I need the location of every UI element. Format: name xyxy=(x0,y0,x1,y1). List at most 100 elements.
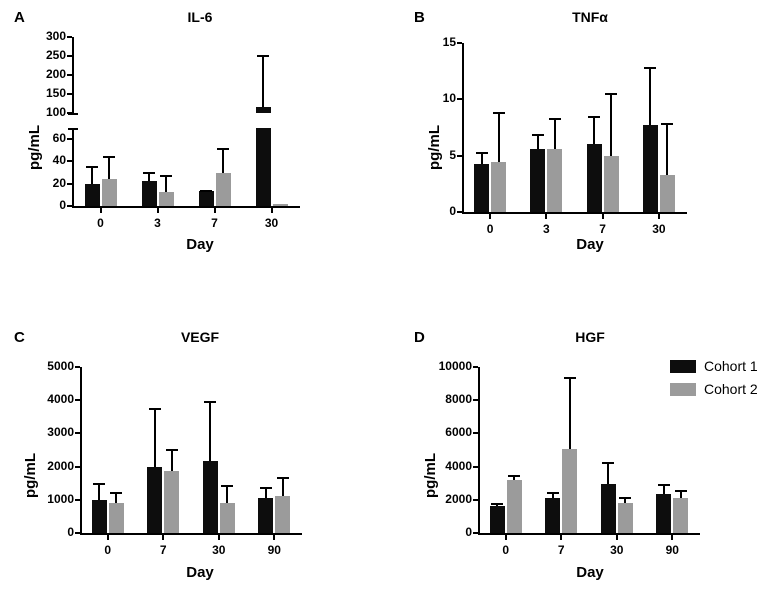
x-tick xyxy=(657,214,660,219)
panel-tnfa: B TNFα pg/mL Day 0 5 10 15 0 3 7 30 xyxy=(400,0,769,300)
bar[interactable] xyxy=(506,480,522,533)
bar[interactable] xyxy=(258,498,274,533)
x-tick-label: 3 xyxy=(543,222,550,236)
bar[interactable] xyxy=(642,125,658,212)
y-tick xyxy=(473,498,478,501)
bar[interactable] xyxy=(219,503,235,533)
error-bar-cap xyxy=(93,483,106,486)
x-tick xyxy=(615,535,618,540)
panel-d-x-axis xyxy=(478,533,700,535)
bar[interactable] xyxy=(272,203,288,206)
x-tick xyxy=(217,535,220,540)
error-bar-line xyxy=(593,116,596,145)
panel-a-y-axis-upper xyxy=(72,37,74,113)
x-tick-label: 3 xyxy=(154,216,161,230)
bar[interactable] xyxy=(617,503,633,533)
y-tick xyxy=(75,532,80,534)
x-tick xyxy=(162,535,165,540)
y-tick xyxy=(75,465,80,468)
x-tick xyxy=(504,535,507,540)
bar[interactable] xyxy=(600,484,616,533)
y-axis-break-cap-upper xyxy=(68,113,78,115)
error-bar-cap xyxy=(165,449,178,451)
x-tick xyxy=(671,535,674,540)
bar[interactable] xyxy=(215,172,231,206)
y-tick xyxy=(457,154,462,157)
bar[interactable] xyxy=(158,191,174,206)
error-bar-line xyxy=(209,401,212,461)
y-tick-label: 60 xyxy=(52,131,66,146)
bar[interactable] xyxy=(255,106,271,113)
error-bar-line xyxy=(108,155,110,179)
bar[interactable] xyxy=(673,498,689,533)
error-bar-cap xyxy=(148,407,161,410)
y-tick-label: 15 xyxy=(442,35,456,49)
x-tick xyxy=(560,535,563,540)
error-bar-line xyxy=(480,152,483,164)
panel-hgf: D HGF pg/mL Day 0 2000 4000 6000 8000 10000 0 7… xyxy=(400,320,769,602)
bar[interactable] xyxy=(101,178,117,206)
panel-title-tnfa: TNFα xyxy=(572,9,608,25)
bar[interactable] xyxy=(656,493,672,533)
bar[interactable] xyxy=(91,499,107,533)
x-tick-label: 7 xyxy=(159,543,167,557)
y-tick xyxy=(67,138,72,141)
error-bar-line xyxy=(679,489,682,499)
bar[interactable] xyxy=(586,144,602,212)
error-bar-cap xyxy=(674,489,687,492)
panel-a-x-axis-label: Day xyxy=(186,236,214,253)
bar[interactable] xyxy=(474,163,490,212)
bar[interactable] xyxy=(164,471,180,533)
panel-letter-c: C xyxy=(14,329,25,346)
y-tick xyxy=(67,74,72,76)
error-bar-line xyxy=(222,147,224,173)
bar[interactable] xyxy=(202,460,218,533)
bar[interactable] xyxy=(255,128,271,206)
y-tick-label: 100 xyxy=(45,105,66,119)
y-tick xyxy=(67,205,72,207)
bar[interactable] xyxy=(275,496,291,533)
bar[interactable] xyxy=(603,155,619,212)
bar[interactable] xyxy=(198,190,214,206)
panel-title-il6: IL-6 xyxy=(187,9,213,25)
bar[interactable] xyxy=(84,184,100,206)
x-tick xyxy=(601,214,604,219)
legend-label-cohort-2: Cohort 2 xyxy=(704,381,758,397)
error-bar-line xyxy=(281,477,284,497)
y-tick xyxy=(473,366,478,368)
bar[interactable] xyxy=(489,505,505,533)
bar[interactable] xyxy=(547,149,563,212)
error-bar-line xyxy=(165,174,167,192)
x-tick xyxy=(106,535,109,540)
error-bar-line xyxy=(497,111,500,163)
bar[interactable] xyxy=(659,174,675,212)
bar[interactable] xyxy=(530,148,546,212)
error-bar-line xyxy=(115,492,118,504)
error-bar-cap xyxy=(508,474,521,477)
y-tick-label: 5000 xyxy=(47,359,74,373)
error-bar-cap xyxy=(644,66,657,69)
bar[interactable] xyxy=(147,467,163,533)
error-bar-line xyxy=(607,462,610,485)
x-tick-label: 7 xyxy=(557,543,565,557)
error-bar-line xyxy=(262,55,264,107)
y-tick-label: 5 xyxy=(449,147,456,162)
y-tick-label: 6000 xyxy=(445,425,472,440)
error-bar-cap xyxy=(475,152,488,155)
bar[interactable] xyxy=(545,498,561,533)
y-tick xyxy=(67,182,72,185)
error-bar-cap xyxy=(143,172,155,174)
y-tick-label: 20 xyxy=(52,175,66,190)
panel-b-y-axis xyxy=(462,43,464,212)
panel-d-y-axis xyxy=(478,367,480,533)
error-bar-line xyxy=(553,118,556,150)
bar[interactable] xyxy=(141,181,157,206)
panel-il6: A IL-6 pg/mL Day 0 20 40 60 100 150 200 250 300 0… xyxy=(0,0,390,300)
bar[interactable] xyxy=(491,162,507,212)
y-tick xyxy=(75,432,80,435)
panel-c-x-axis-label: Day xyxy=(186,564,214,581)
error-bar-cap xyxy=(276,477,289,480)
bar[interactable] xyxy=(108,503,124,533)
panel-c-x-axis xyxy=(80,533,302,535)
bar[interactable] xyxy=(562,449,578,533)
